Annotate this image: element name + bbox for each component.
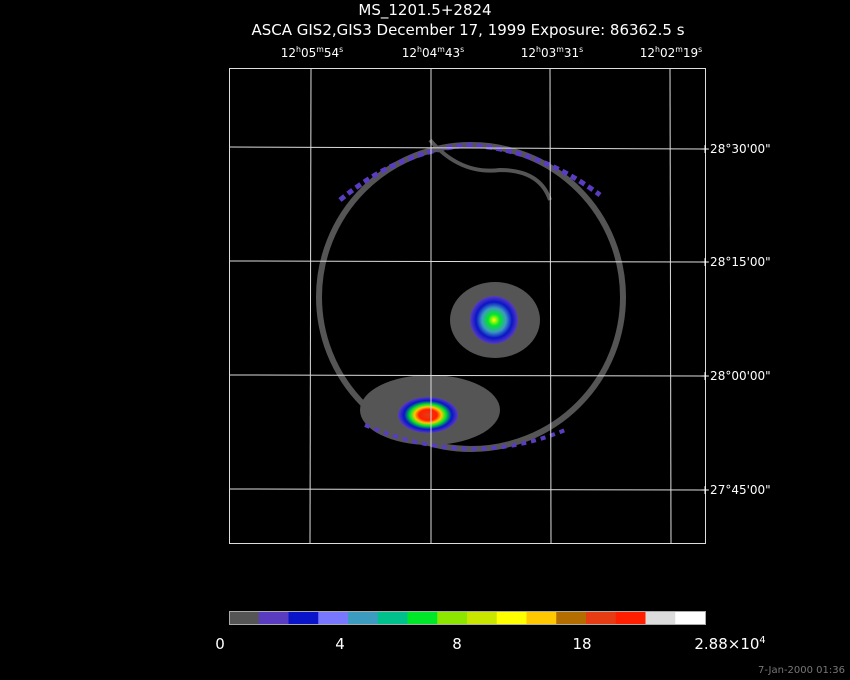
superscript: h <box>655 45 660 54</box>
subtitle: ASCA GIS2,GIS3 December 17, 1999 Exposur… <box>251 21 684 39</box>
superscript: 4 <box>759 635 765 646</box>
dec-label: +28°30'00" <box>700 142 771 156</box>
superscript: h <box>417 45 422 54</box>
label-part: 4 <box>335 635 345 653</box>
superscript: s <box>339 45 343 54</box>
frame <box>229 68 706 544</box>
label-part: 05 <box>301 46 316 60</box>
colorbar-frame <box>229 611 706 625</box>
dec-label: +28°15'00" <box>700 255 771 269</box>
label: 18 <box>572 635 591 653</box>
colorbar-segment <box>407 611 438 625</box>
superscript: s <box>579 45 583 54</box>
label-part: 19 <box>683 46 698 60</box>
grid-line <box>228 146 706 150</box>
label: 12h02m19s <box>640 45 702 60</box>
label-part: 12 <box>402 46 417 60</box>
label-part: 2.88×10 <box>694 635 759 653</box>
label: 12h05m54s <box>281 45 343 60</box>
colorbar-segment <box>377 611 408 625</box>
grid-line <box>228 260 706 263</box>
colorbar-segment <box>496 611 527 625</box>
label-part: 12 <box>521 46 536 60</box>
grid-line <box>549 67 552 544</box>
colorbar-segment <box>675 611 706 625</box>
colorbar-segment <box>258 611 289 625</box>
label-part: 54 <box>324 46 339 60</box>
label-part: 43 <box>445 46 460 60</box>
grid-line <box>228 374 706 377</box>
title: MS_1201.5+2824 <box>358 1 491 20</box>
superscript: m <box>675 45 683 54</box>
superscript: h <box>296 45 301 54</box>
label: 12h03m31s <box>521 45 583 60</box>
label: 4 <box>335 635 345 653</box>
grid-line <box>669 67 672 544</box>
superscript: s <box>698 45 702 54</box>
label: 12h04m43s <box>402 45 464 60</box>
image <box>316 138 626 452</box>
colorbar-segment <box>318 611 349 625</box>
label: 0 <box>215 635 225 653</box>
superscript: h <box>536 45 541 54</box>
timestamp: 7-Jan-2000 01:36 <box>758 665 845 676</box>
label: 2.88×104 <box>694 635 765 653</box>
coordinate-grid <box>228 67 706 544</box>
colorbar-segment <box>437 611 468 625</box>
colorbar-segment <box>229 611 260 625</box>
colorbar-segment <box>467 611 498 625</box>
superscript: m <box>556 45 564 54</box>
label-part: 12 <box>281 46 296 60</box>
label-part: 31 <box>564 46 579 60</box>
dec-label: +28°00'00" <box>700 369 771 383</box>
label-part: 02 <box>660 46 675 60</box>
colorbar-segment <box>526 611 557 625</box>
label: 8 <box>452 635 462 653</box>
colorbar-segment <box>615 611 646 625</box>
label-part: 8 <box>452 635 462 653</box>
superscript: s <box>460 45 464 54</box>
grid-line <box>309 67 312 544</box>
colorbar-segment <box>288 611 319 625</box>
colorbar-segment <box>556 611 587 625</box>
superscript: m <box>316 45 324 54</box>
label-part: 03 <box>541 46 556 60</box>
colorbar-segment <box>645 611 676 625</box>
dec-label: +27°45'00" <box>700 483 771 497</box>
colorbar-segment <box>348 611 379 625</box>
colorbar-segment <box>586 611 617 625</box>
grid-line <box>228 488 706 491</box>
label-part: 0 <box>215 635 225 653</box>
label-part: 18 <box>572 635 591 653</box>
label-part: 12 <box>640 46 655 60</box>
superscript: m <box>437 45 445 54</box>
label-part: 04 <box>422 46 437 60</box>
